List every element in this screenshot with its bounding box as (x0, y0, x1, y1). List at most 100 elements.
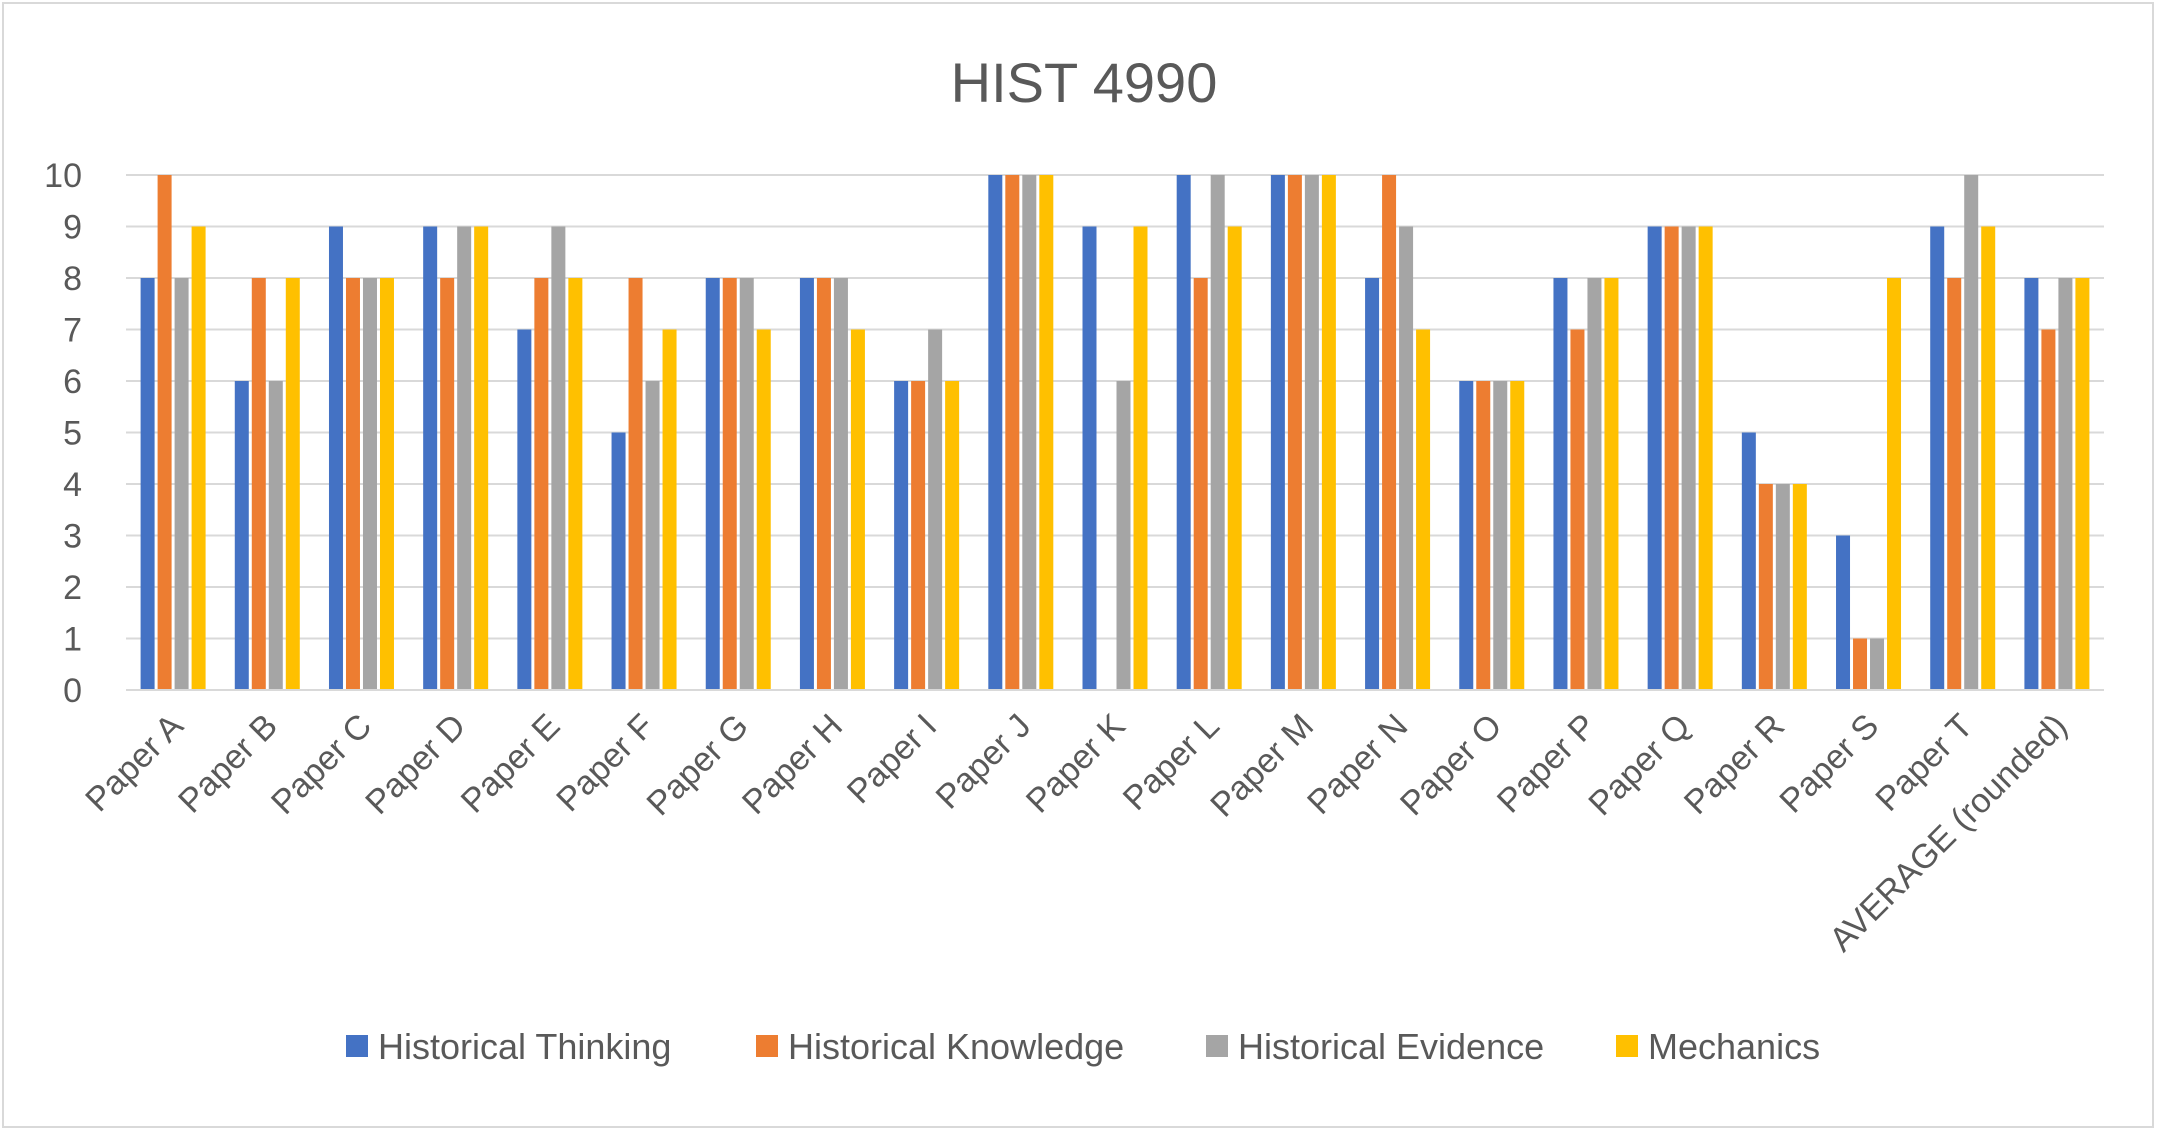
x-tick-label: Paper I (840, 707, 944, 811)
bar-mechanics (1887, 278, 1902, 690)
x-tick-label: Paper M (1203, 707, 1321, 825)
bar-mechanics (568, 278, 583, 690)
bar-mechanics (1227, 226, 1242, 690)
bar-historical-evidence (739, 278, 754, 690)
legend-swatch (1206, 1035, 1228, 1057)
bar-historical-thinking (1176, 175, 1191, 690)
legend-label: Historical Knowledge (788, 1026, 1124, 1067)
y-tick-label: 3 (63, 518, 82, 556)
x-tick-label: Paper D (358, 707, 473, 822)
bar-mechanics (850, 329, 865, 690)
bar-historical-thinking (1836, 535, 1851, 690)
bar-historical-thinking (1741, 432, 1756, 690)
bar-historical-evidence (1964, 175, 1979, 690)
x-tick-label: Paper G (639, 707, 755, 823)
bar-historical-knowledge (911, 381, 926, 690)
bar-historical-thinking (1270, 175, 1285, 690)
bar-historical-knowledge (534, 278, 549, 690)
y-tick-label: 10 (44, 157, 82, 195)
bar-historical-thinking (2024, 278, 2039, 690)
bar-historical-evidence (457, 226, 472, 690)
x-tick-label: Paper C (264, 707, 379, 822)
bar-historical-evidence (1681, 226, 1696, 690)
gridlines (126, 174, 2104, 640)
bar-historical-thinking (234, 381, 249, 690)
bar-historical-knowledge (628, 278, 643, 690)
y-tick-label: 4 (63, 466, 82, 504)
legend-label: Historical Evidence (1238, 1026, 1544, 1067)
bar-historical-thinking (1459, 381, 1474, 690)
bar-historical-evidence (1304, 175, 1319, 690)
y-tick-label: 0 (63, 672, 82, 710)
bar-historical-evidence (362, 278, 377, 690)
legend-swatch (1616, 1035, 1638, 1057)
bar-historical-thinking (1553, 278, 1568, 690)
x-tick-label: Paper N (1300, 707, 1415, 822)
bar-historical-evidence (1399, 226, 1414, 690)
bar-historical-thinking (705, 278, 720, 690)
bar-historical-evidence (1116, 381, 1131, 690)
bar-mechanics (191, 226, 206, 690)
bar-historical-knowledge (1005, 175, 1020, 690)
bar-historical-thinking (894, 381, 909, 690)
bar-mechanics (1321, 175, 1336, 690)
bar-historical-evidence (833, 278, 848, 690)
bar-historical-evidence (268, 381, 283, 690)
x-tick-label: Paper O (1393, 707, 1509, 823)
bar-historical-thinking (1082, 226, 1097, 690)
bar-historical-knowledge (1853, 638, 1868, 690)
bar-historical-evidence (1870, 638, 1885, 690)
bars (140, 175, 2090, 690)
x-tick-label: Paper K (1019, 707, 1133, 821)
legend-label: Mechanics (1648, 1026, 1820, 1067)
x-tick-label: Paper B (171, 707, 285, 821)
y-tick-label: 9 (63, 209, 82, 247)
legend: Historical Thinking Historical Knowledge H… (346, 1026, 1820, 1067)
bar-mechanics (1698, 226, 1713, 690)
bar-mechanics (1510, 381, 1525, 690)
x-tick-label: Paper H (735, 707, 850, 822)
bar-historical-knowledge (1758, 484, 1773, 690)
bar-historical-knowledge (1193, 278, 1208, 690)
bar-mechanics (1133, 226, 1148, 690)
bar-mechanics (379, 278, 394, 690)
bar-historical-knowledge (1382, 175, 1397, 690)
bar-historical-evidence (1022, 175, 1037, 690)
x-tick-label: Paper A (78, 707, 191, 820)
bar-mechanics (285, 278, 300, 690)
bar-historical-evidence (1587, 278, 1602, 690)
bar-historical-evidence (2058, 278, 2073, 690)
bar-historical-knowledge (1947, 278, 1962, 690)
x-tick-label: Paper Q (1581, 707, 1697, 823)
bar-historical-thinking (1365, 278, 1380, 690)
bar-historical-thinking (799, 278, 814, 690)
bar-mechanics (1981, 226, 1996, 690)
bar-historical-thinking (1930, 226, 1945, 690)
bar-historical-evidence (174, 278, 189, 690)
bar-historical-thinking (611, 432, 626, 690)
y-axis-ticks: 0 1 2 3 4 5 6 7 8 9 10 (44, 157, 82, 710)
bar-historical-thinking (1647, 226, 1662, 690)
bar-historical-thinking (328, 226, 343, 690)
bar-historical-knowledge (440, 278, 455, 690)
bar-historical-knowledge (816, 278, 831, 690)
bar-historical-knowledge (1570, 329, 1585, 690)
bar-mechanics (662, 329, 677, 690)
bar-historical-thinking (423, 226, 438, 690)
x-tick-label: Paper R (1677, 707, 1792, 822)
y-tick-label: 8 (63, 260, 82, 298)
x-tick-label: Paper E (454, 707, 568, 821)
bar-historical-evidence (551, 226, 566, 690)
y-tick-label: 5 (63, 415, 82, 453)
legend-swatch (756, 1035, 778, 1057)
bar-historical-knowledge (1287, 175, 1302, 690)
bar-historical-evidence (1775, 484, 1790, 690)
bar-historical-thinking (140, 278, 155, 690)
bar-mechanics (945, 381, 960, 690)
bar-historical-knowledge (2041, 329, 2056, 690)
bar-historical-evidence (645, 381, 660, 690)
bar-historical-thinking (517, 329, 532, 690)
